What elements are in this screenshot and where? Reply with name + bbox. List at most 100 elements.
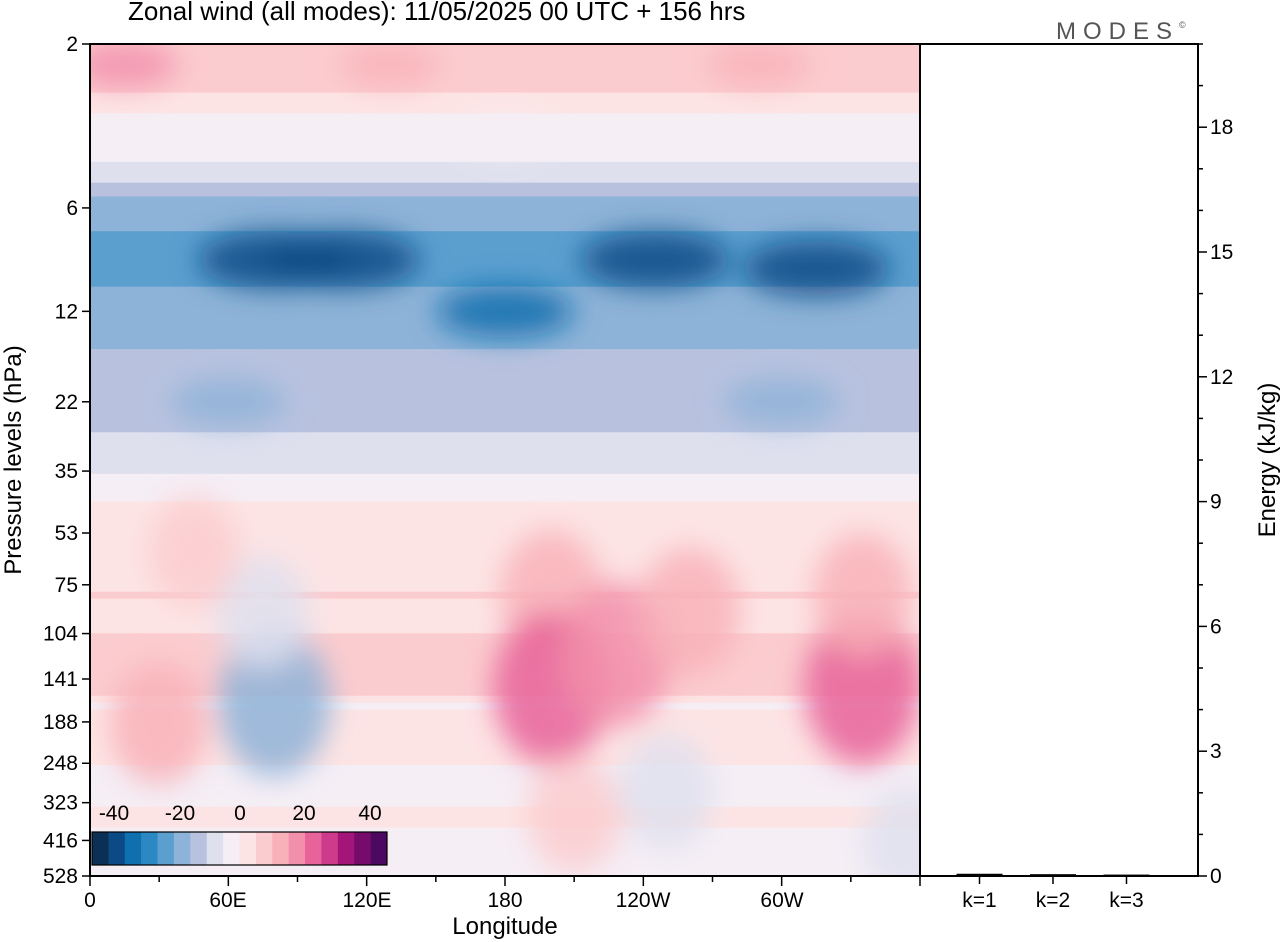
heatmap-band [90,224,920,232]
heatmap-band [90,529,920,538]
x-tick-label: 180 [487,889,522,912]
energy-bar [956,873,1003,876]
y-tick-label: 323 [43,792,78,815]
x-tick-label: 120W [616,889,671,912]
heatmap-band [90,362,920,371]
heatmap-band [90,231,920,239]
heatmap-feature [813,533,912,656]
heatmap-band [90,744,920,752]
colorbar-cell [337,832,355,865]
heatmap-band [90,806,920,815]
energy-bars [956,873,1150,876]
heatmap-feature [267,231,420,288]
heatmap-band [90,834,920,843]
colorbar-tick-label: 40 [358,802,381,825]
heatmap-band [90,820,920,829]
heatmap-band [90,550,920,558]
brand-text: MODES [1056,18,1180,45]
heatmap-band [90,397,920,406]
colorbar-cell [321,832,339,865]
heatmap-band [90,439,920,447]
heatmap-feature [863,787,920,876]
colorbar-cell [255,832,273,865]
heatmap-band [90,383,920,392]
heatmap-band [90,453,920,461]
energy-frame [919,43,1199,877]
heatmap-feature [216,555,310,669]
heatmap-band [90,480,920,489]
colorbar-tick-label: -20 [165,802,195,825]
heatmap-feature [148,496,240,607]
colorbar-cell [108,832,126,865]
heatmap-feature [526,756,622,873]
colorbar-cell [124,832,142,865]
heatmap-feature [170,378,287,425]
heatmap-band [90,203,920,212]
energy-cat-label: k=2 [1036,889,1070,912]
heatmap-band [90,196,920,205]
y-tick-label: 53 [55,522,78,545]
heatmap-feature [706,44,812,87]
heatmap-feature [90,44,179,87]
heatmap-band [90,446,920,454]
longitude-axis: 0 60E 120E 180 120W 60W Longitude [84,876,921,940]
heatmap-band [90,335,920,343]
heatmap-band [90,99,920,108]
heatmap-band [90,272,920,281]
heatmap-band [90,737,920,746]
heatmap-band [90,342,920,350]
heatmap-band [90,841,920,850]
heatmap-feature [742,241,890,296]
energy-tick-label: 15 [1210,241,1233,264]
heatmap-band [90,154,920,163]
y-tick-label: 528 [43,865,78,888]
colorbar-cell [272,832,289,865]
brand-logo: MODES© [1056,18,1186,46]
x-tick-label: 60E [209,889,246,912]
colorbar-cell [239,832,257,865]
heatmap-band [90,106,920,115]
heatmap-band [90,71,920,80]
colorbar-cell [354,832,371,865]
y-tick-label: 6 [66,197,78,220]
x-axis-label: Longitude [452,913,557,940]
energy-tick-label: 9 [1210,491,1222,514]
energy-tick-label: 0 [1210,865,1222,888]
heatmap-band [90,848,920,856]
y-axis-label: Pressure levels (hPa) [0,345,27,574]
colorbar-cells [92,832,388,865]
heatmap-band [90,813,920,822]
colorbar-cell [157,832,175,865]
heatmap-band [90,411,920,420]
heatmap-band [90,432,920,440]
colorbar-tick-label: -40 [99,802,129,825]
energy-tick-label: 3 [1210,740,1222,763]
heatmap-band [90,536,920,544]
heatmap-band [90,245,920,253]
heatmap-band [90,466,920,475]
brand-mark: © [1179,20,1186,30]
colorbar-cell [173,832,191,865]
heatmap-band [90,619,920,628]
heatmap-feature [460,116,550,156]
heatmap-band [90,189,920,198]
colorbar-frame [91,831,388,866]
colorbar-cell [288,832,306,865]
colorbar-tick-label: 20 [292,802,315,825]
heatmap-band [90,217,920,226]
colorbar-legend: -40 -20 0 20 40 [91,802,388,866]
heatmap-band [90,772,920,780]
heatmap-band [90,252,920,260]
heatmap-feature [218,628,331,777]
heatmap-band [90,460,920,468]
energy-axis: 0 3 6 9 12 15 18 [1198,43,1233,888]
colorbar-cell [305,832,322,865]
heatmap-feature [804,611,920,766]
heatmap-band [90,57,920,66]
heatmap-band [90,501,920,510]
heatmap-band [90,64,920,73]
heatmap-feature [436,285,574,338]
heatmap-band [90,369,920,378]
heatmap-plot [90,44,920,876]
